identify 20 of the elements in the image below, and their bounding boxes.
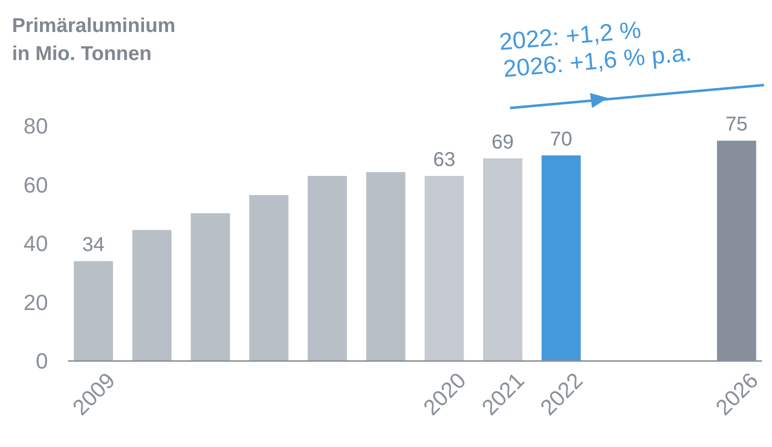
bar <box>190 213 230 361</box>
y-tick-label: 60 <box>24 172 48 198</box>
data-label: 69 <box>492 131 514 154</box>
bar <box>132 230 172 361</box>
bar <box>249 195 288 361</box>
bar <box>74 261 114 361</box>
bar <box>366 172 406 361</box>
chart-title: Primäraluminium in Mio. Tonnen <box>12 15 176 65</box>
bar <box>483 158 522 361</box>
y-tick-label: 0 <box>36 348 48 374</box>
data-label: 70 <box>550 128 572 150</box>
y-tick-label: 40 <box>24 231 48 256</box>
bar <box>542 155 581 361</box>
bar <box>424 176 464 361</box>
data-label: 34 <box>82 234 105 256</box>
bar <box>308 176 347 361</box>
data-label: 75 <box>725 114 748 136</box>
y-tick-label: 20 <box>24 290 48 315</box>
y-tick-label: 80 <box>24 114 48 139</box>
data-label: 63 <box>433 148 456 171</box>
